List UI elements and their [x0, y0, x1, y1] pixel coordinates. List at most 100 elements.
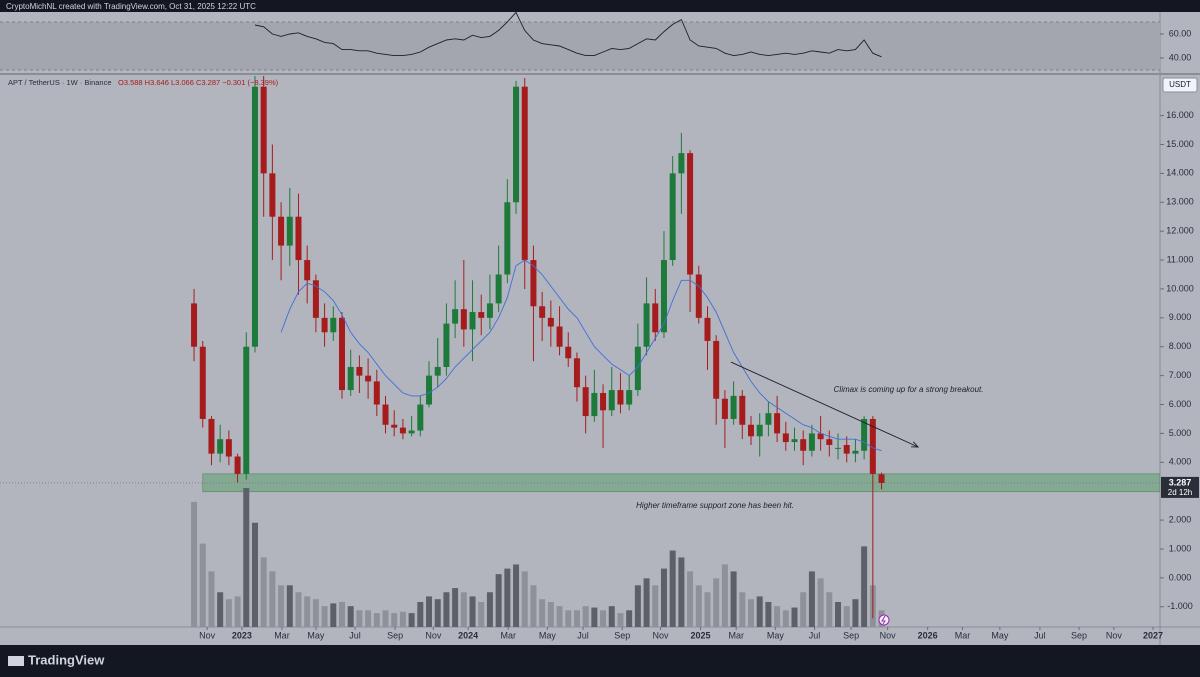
candle-body — [295, 216, 302, 261]
volume-bar — [243, 488, 250, 627]
candle-body — [478, 312, 485, 318]
y-tick-label: 12.000 — [1166, 226, 1194, 236]
volume-bar — [478, 601, 485, 627]
y-tick-label: 13.000 — [1166, 197, 1194, 207]
y-tick-label: 10.000 — [1166, 283, 1194, 293]
volume-bar — [582, 606, 589, 627]
candle-body — [417, 404, 424, 431]
x-tick-label: Jul — [809, 630, 821, 640]
candle-body — [521, 86, 528, 261]
credit: CryptoMichNL created with TradingView.co… — [6, 2, 256, 11]
volume-bar — [460, 592, 467, 627]
volume-bar — [843, 606, 850, 627]
volume-bar — [687, 571, 694, 627]
last-price-label: 3.287 — [1169, 477, 1192, 487]
y-tick-label: 8.000 — [1169, 341, 1192, 351]
volume-bar — [443, 592, 450, 627]
candle-body — [565, 346, 572, 359]
volume-bar — [634, 585, 641, 627]
volume-bar — [225, 599, 232, 627]
candle-body — [469, 312, 476, 330]
x-tick-label: 2025 — [691, 630, 711, 640]
volume-bar — [373, 613, 380, 627]
volume-bar — [660, 568, 667, 627]
event-icon[interactable] — [878, 614, 890, 626]
volume-bar — [495, 574, 502, 627]
trendline — [730, 361, 919, 448]
volume-bar — [426, 596, 433, 627]
volume-bar — [747, 599, 754, 627]
candle-body — [504, 202, 511, 275]
x-tick-label: May — [539, 630, 557, 640]
volume-bar — [600, 610, 607, 627]
candle-body — [800, 439, 807, 451]
volume-bar — [321, 606, 328, 627]
volume-bar — [260, 557, 267, 627]
rsi-tick-label: 40.00 — [1169, 52, 1192, 62]
candle-body — [452, 309, 459, 324]
candle-body — [765, 413, 772, 425]
moving-average — [280, 259, 882, 452]
candle-body — [878, 474, 885, 483]
volume-bar — [365, 610, 372, 627]
candle-body — [791, 439, 798, 443]
volume-bar — [643, 578, 650, 627]
candle-body — [617, 390, 624, 405]
y-tick-label: 1.000 — [1169, 543, 1192, 553]
y-tick-label: -1.000 — [1167, 601, 1193, 611]
last-price-tag — [1161, 476, 1199, 498]
candle-body — [243, 346, 250, 474]
x-tick-label: May — [991, 630, 1009, 640]
candle-body — [660, 260, 667, 333]
volume-bar — [547, 601, 554, 627]
volume-bar — [217, 592, 224, 627]
volume-bar — [756, 596, 763, 627]
volume-bar — [782, 610, 789, 627]
y-tick-label: 0.000 — [1169, 572, 1192, 582]
x-tick-label: Nov — [880, 630, 897, 640]
currency-button[interactable] — [1162, 77, 1198, 93]
candle-body — [260, 86, 267, 174]
candle-body — [573, 358, 580, 388]
candle-body — [704, 317, 711, 341]
volume-bar — [573, 610, 580, 627]
volume-bar — [486, 592, 493, 627]
volume-bar — [452, 588, 459, 627]
volume-bar — [765, 601, 772, 627]
candle-body — [513, 86, 520, 203]
volume-bar — [504, 568, 511, 627]
candle-body — [486, 303, 493, 318]
event-bolt — [881, 615, 886, 625]
y-tick-label: 5.000 — [1169, 428, 1192, 438]
x-tick-label: Jul — [349, 630, 361, 640]
volume-bar — [808, 571, 815, 627]
volume-bar — [721, 564, 728, 627]
candle-body — [852, 450, 859, 454]
candle-body — [774, 413, 781, 434]
candle-body — [251, 86, 258, 347]
candle-body — [208, 418, 215, 454]
axes: -1.000 0.000 1.000 2.000 4.000 5.000 6.000 7.00… — [199, 28, 1199, 640]
trendline-arrowhead — [911, 441, 920, 448]
currency-label: USDT — [1169, 80, 1191, 89]
volume-bar — [347, 606, 354, 627]
x-tick-label: Nov — [199, 630, 216, 640]
x-tick-label: Mar — [728, 630, 744, 640]
x-tick-label: 2027 — [1143, 630, 1163, 640]
volume-bar — [678, 557, 685, 627]
candle-body — [861, 418, 868, 451]
candle-body — [347, 366, 354, 391]
rsi-line — [254, 12, 882, 58]
volume-bar — [774, 606, 781, 627]
candle-body — [338, 317, 345, 391]
candle-body — [730, 395, 737, 419]
x-tick-label: Nov — [652, 630, 669, 640]
x-tick-label: Jul — [1034, 630, 1046, 640]
y-tick-label: 16.000 — [1166, 110, 1194, 120]
volume-bar — [338, 601, 345, 627]
x-tick-label: 2026 — [918, 630, 938, 640]
volume-bar — [652, 585, 659, 627]
volume-bar — [539, 599, 546, 627]
candle-body — [426, 375, 433, 405]
x-tick-label: Sep — [1071, 630, 1087, 640]
